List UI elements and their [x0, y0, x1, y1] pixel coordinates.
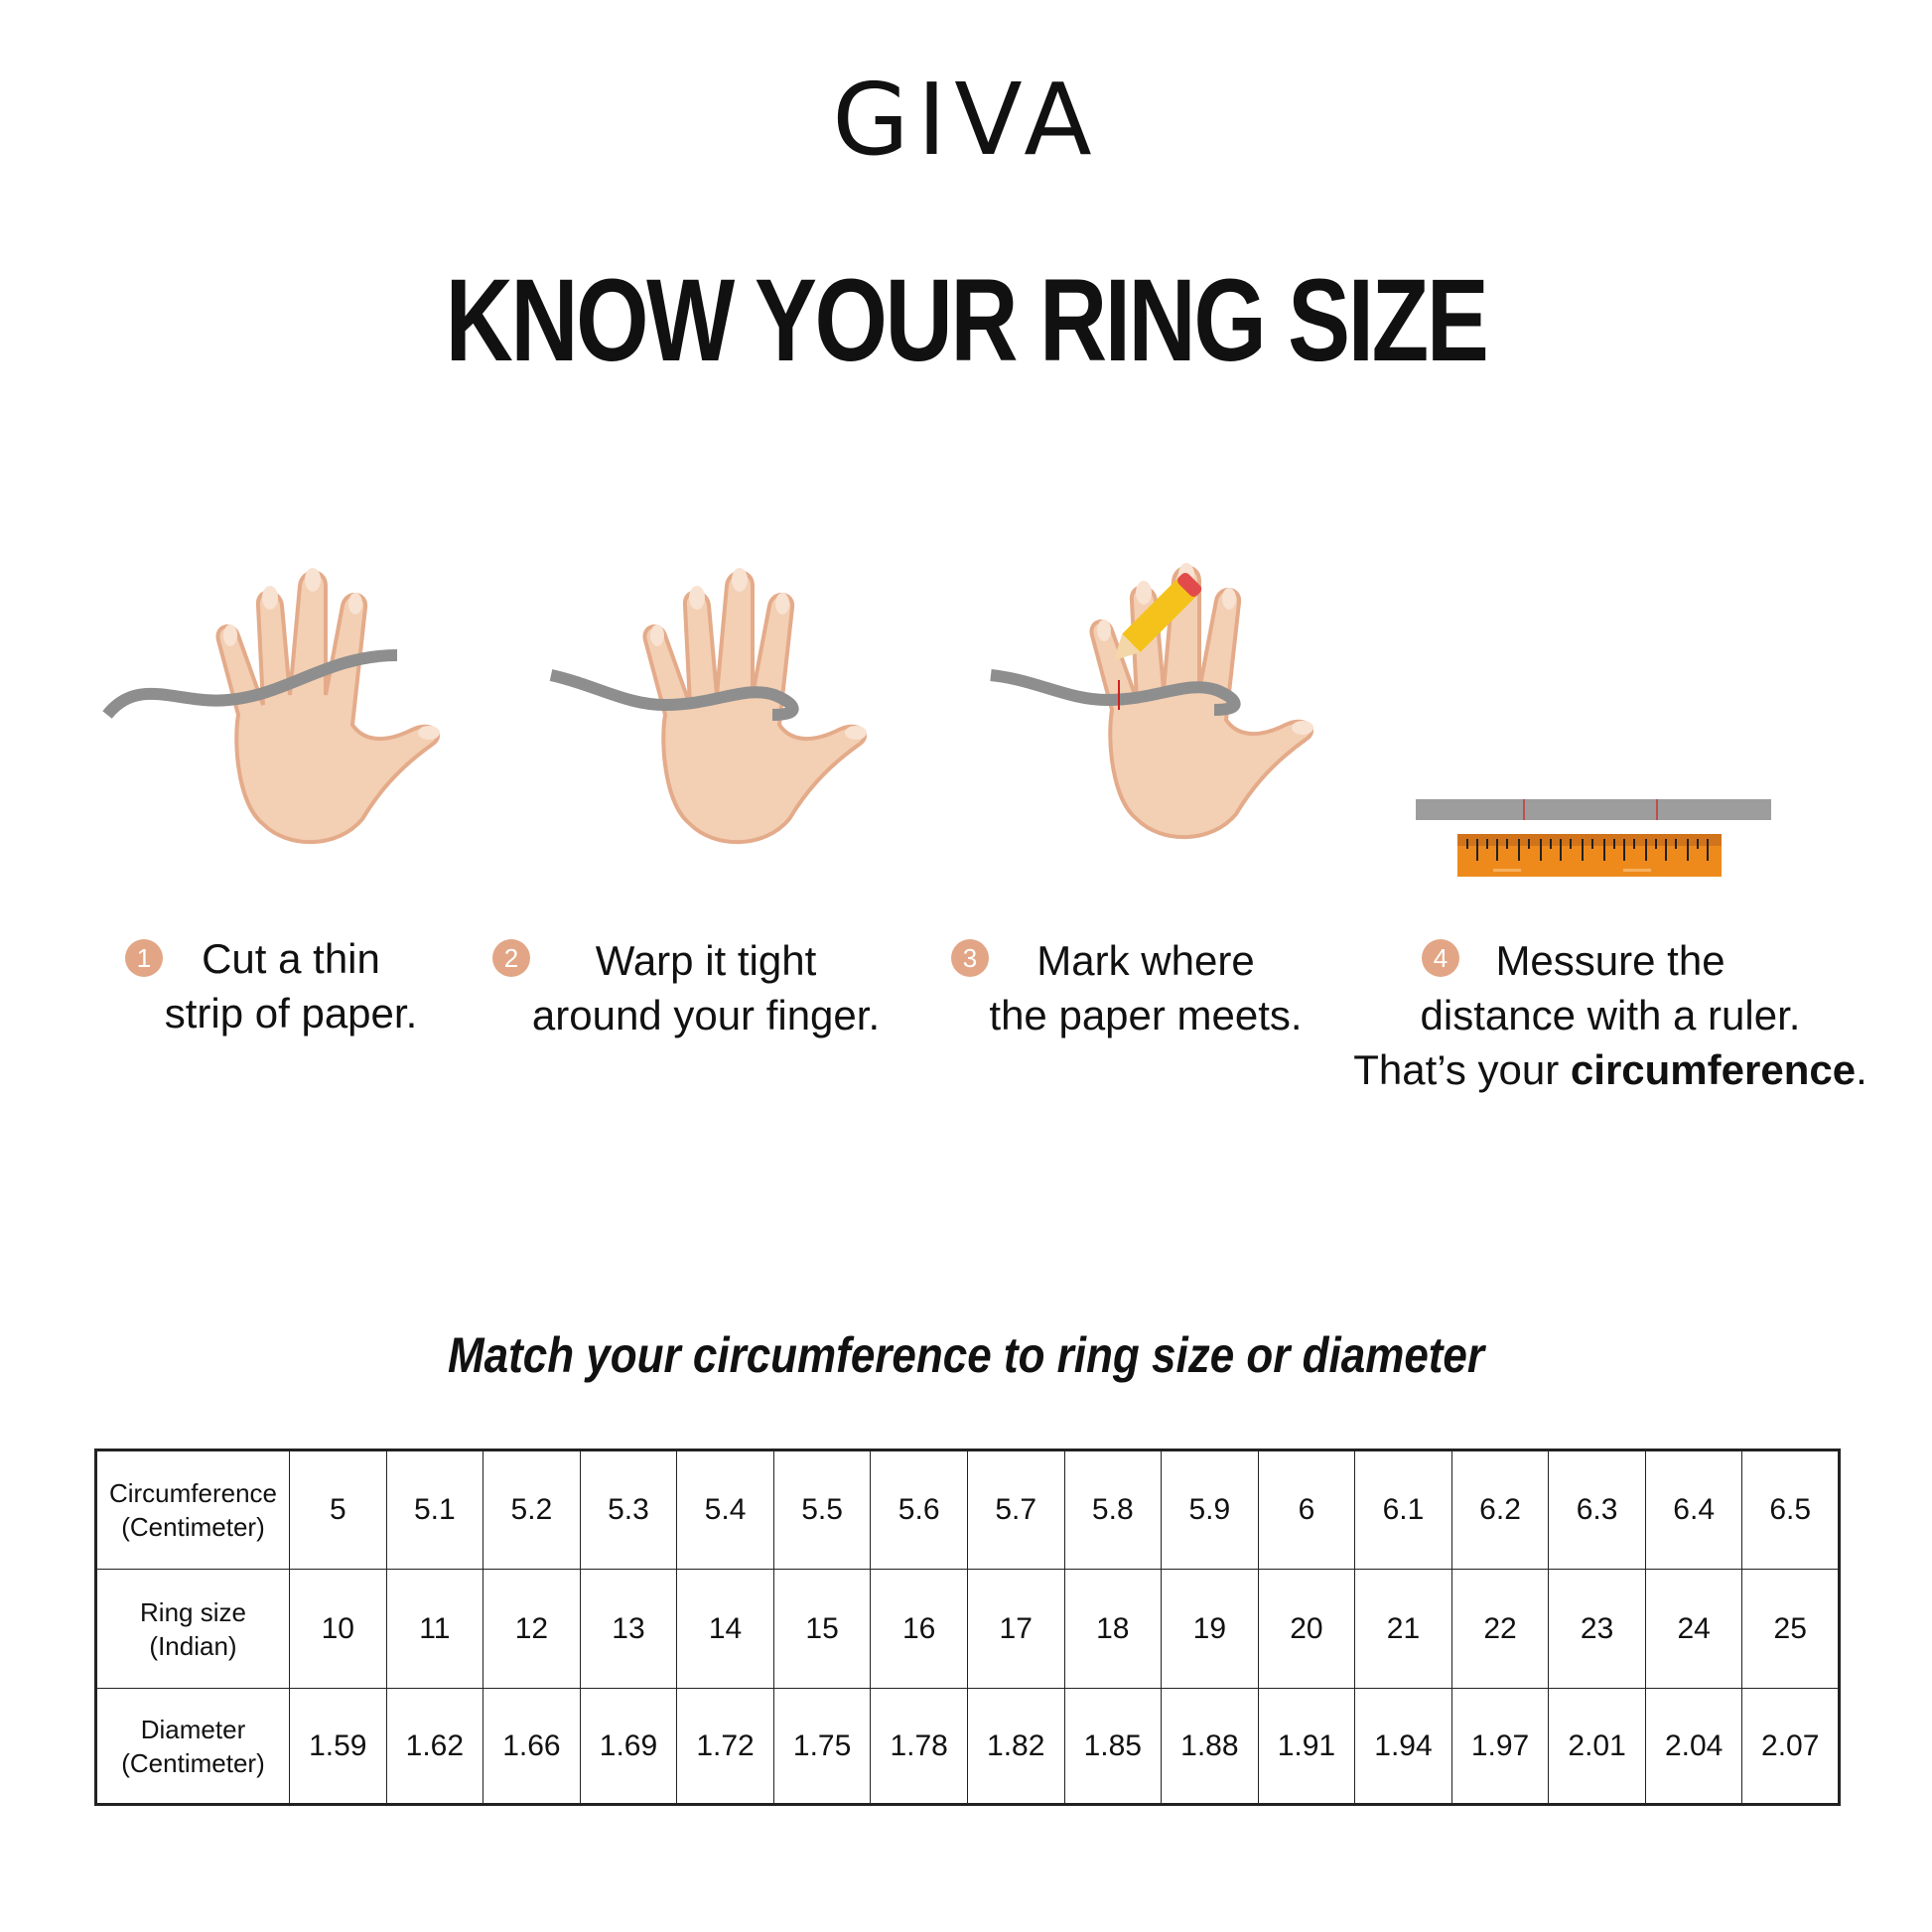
- row-header-label2: (Indian): [149, 1630, 237, 1661]
- step-3-text: Mark where the paper meets.: [989, 933, 1302, 1042]
- step-4-circumference: circumference: [1570, 1046, 1857, 1093]
- table-cell: 5.5: [772, 1449, 872, 1570]
- table-cell: 18: [1063, 1569, 1163, 1689]
- table-cell: 1.82: [966, 1688, 1065, 1805]
- table-cell: 5.6: [870, 1449, 968, 1570]
- table-title: Match your circumference to ring size or…: [447, 1327, 1485, 1383]
- table-cell: 6.5: [1741, 1449, 1840, 1570]
- step-3-line1: Mark where: [1036, 937, 1255, 984]
- table-cell: 24: [1644, 1569, 1743, 1689]
- table-cell: 22: [1450, 1569, 1550, 1689]
- table-cell: 11: [385, 1569, 484, 1689]
- table-cell: 1.88: [1161, 1688, 1259, 1805]
- hand-marking-pencil-icon: [990, 561, 1315, 840]
- table-cell: 23: [1548, 1569, 1646, 1689]
- table-cell: 13: [579, 1569, 678, 1689]
- table-cell: 19: [1161, 1569, 1259, 1689]
- table-cell: 6: [1257, 1449, 1356, 1570]
- table-cell: 15: [772, 1569, 872, 1689]
- table-cell: 2.07: [1741, 1688, 1840, 1805]
- hand-wrapping-finger-icon: [549, 566, 869, 845]
- table-cell: 2.01: [1548, 1688, 1646, 1805]
- step-3-line2: the paper meets.: [989, 992, 1303, 1038]
- step-4-line1: Messure the: [1495, 937, 1725, 984]
- table-cell: 20: [1257, 1569, 1356, 1689]
- row-header-label2: (Centimeter): [121, 1512, 265, 1542]
- table-cell: 16: [870, 1569, 968, 1689]
- step-1-line2: strip of paper.: [164, 990, 418, 1036]
- table-cell: 1.97: [1450, 1688, 1550, 1805]
- step-2-badge: 2: [492, 939, 530, 977]
- row-header-label1: Circumference: [108, 1478, 278, 1508]
- diameter-row: Diameter (Centimeter) 1.59 1.62 1.66 1.69 1.72…: [95, 1688, 1840, 1805]
- step-1-text: Cut a thin strip of paper.: [165, 931, 417, 1040]
- step-1-line1: Cut a thin: [202, 935, 380, 982]
- table-cell: 5.3: [579, 1449, 678, 1570]
- table-cell: 6.2: [1450, 1449, 1550, 1570]
- table-cell: 5.7: [966, 1449, 1065, 1570]
- step-4-line3: That’s your circumference.: [1353, 1042, 1866, 1097]
- table-cell: 5.9: [1161, 1449, 1259, 1570]
- table-cell: 21: [1354, 1569, 1452, 1689]
- table-cell: 6.3: [1548, 1449, 1646, 1570]
- row-header-label2: (Centimeter): [121, 1747, 265, 1778]
- table-cell: 17: [966, 1569, 1065, 1689]
- step-2-line1: Warp it tight: [595, 937, 817, 984]
- step-4-text: Messure the distance with a ruler. That’…: [1353, 933, 1866, 1097]
- table-cell: 1.91: [1257, 1688, 1356, 1805]
- table-cell: 5.8: [1063, 1449, 1163, 1570]
- page-title: KNOW YOUR RING SIZE: [445, 255, 1489, 386]
- step-2-line2: around your finger.: [531, 992, 881, 1038]
- table-cell: 6.1: [1354, 1449, 1452, 1570]
- table-cell: 1.62: [385, 1688, 484, 1805]
- table-cell: 5.4: [676, 1449, 774, 1570]
- table-cell: 1.94: [1354, 1688, 1452, 1805]
- step-4-badge: 4: [1422, 939, 1459, 977]
- table-cell: 1.59: [289, 1688, 387, 1805]
- step-3-badge: 3: [951, 939, 989, 977]
- step-4-line3-prefix: That’s your: [1353, 1046, 1571, 1093]
- ring-size-row: Ring size (Indian) 10 11 12 13 14 15 16 17 18 19 20 2…: [95, 1569, 1840, 1689]
- table-cell: 5.2: [483, 1449, 581, 1570]
- table-cell: 1.72: [676, 1688, 774, 1805]
- table-cell: 5: [289, 1449, 387, 1570]
- ruler-icon: [1416, 799, 1771, 877]
- step-4-line2: distance with a ruler.: [1420, 992, 1801, 1038]
- table-cell: 6.4: [1644, 1449, 1743, 1570]
- row-header: Ring size (Indian): [95, 1569, 290, 1689]
- table-cell: 25: [1741, 1569, 1840, 1689]
- ring-size-table: Circumference (Centimeter) 5 5.1 5.2 5.3 5.4 5.…: [94, 1449, 1841, 1806]
- row-header: Diameter (Centimeter): [95, 1688, 290, 1805]
- step-2-text: Warp it tight around your finger.: [532, 933, 880, 1042]
- table-cell: 1.78: [870, 1688, 968, 1805]
- table-cell: 10: [289, 1569, 387, 1689]
- circumference-row: Circumference (Centimeter) 5 5.1 5.2 5.3 5.4 5.…: [95, 1449, 1840, 1570]
- table-cell: 5.1: [385, 1449, 484, 1570]
- table-cell: 1.66: [483, 1688, 581, 1805]
- table-cell: 2.04: [1644, 1688, 1743, 1805]
- row-header: Circumference (Centimeter): [95, 1449, 290, 1570]
- giva-logo: GIVA: [832, 62, 1100, 178]
- hand-with-paper-strip-icon: [102, 566, 442, 845]
- table-cell: 12: [483, 1569, 581, 1689]
- table-cell: 1.75: [772, 1688, 872, 1805]
- table-cell: 1.85: [1063, 1688, 1163, 1805]
- table-cell: 14: [676, 1569, 774, 1689]
- step-1-badge: 1: [125, 939, 163, 977]
- row-header-label1: Diameter: [140, 1714, 246, 1744]
- table-cell: 1.69: [579, 1688, 678, 1805]
- row-header-label1: Ring size: [140, 1596, 246, 1627]
- step-4-line3-suffix: .: [1856, 1046, 1867, 1093]
